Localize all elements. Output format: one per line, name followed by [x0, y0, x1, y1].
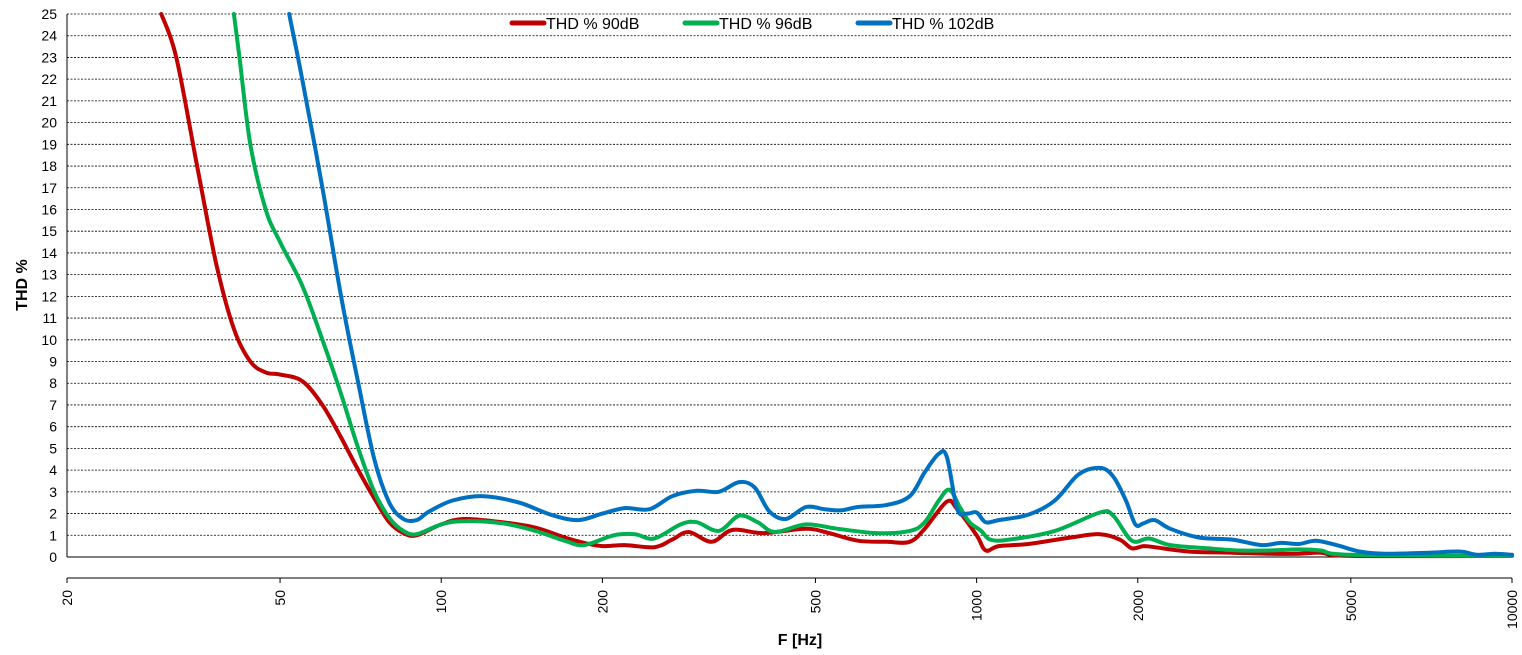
y-tick-label: 14 — [41, 245, 57, 261]
x-tick-label: 50 — [272, 590, 288, 606]
series-line-3 — [287, 12, 1514, 557]
y-tick-label: 9 — [49, 354, 57, 370]
x-tick-label: 500 — [807, 590, 823, 614]
y-tick-label: 24 — [41, 28, 57, 44]
x-tick-label: 20 — [59, 590, 75, 606]
y-tick-label: 8 — [49, 375, 57, 391]
series-line-2 — [231, 12, 1514, 558]
y-tick-label: 15 — [41, 223, 57, 239]
grid-lines — [67, 13, 1512, 536]
x-tick-label: 200 — [594, 590, 610, 614]
y-tick-label: 4 — [49, 462, 57, 478]
y-tick-label: 22 — [41, 71, 57, 87]
x-tick-label: 100 — [433, 590, 449, 614]
legend-label-3: THD % 102dB — [892, 16, 994, 33]
series-lines — [159, 12, 1514, 559]
legend-label-1: THD % 90dB — [546, 16, 639, 33]
x-axis-title: F [Hz] — [778, 632, 822, 649]
y-tick-label: 23 — [41, 49, 57, 65]
y-tick-label: 7 — [49, 397, 57, 413]
y-tick-label: 17 — [41, 180, 57, 196]
y-tick-label: 2 — [49, 506, 57, 522]
y-tick-label: 21 — [41, 93, 57, 109]
y-tick-label: 18 — [41, 158, 57, 174]
y-axis-title: THD % — [14, 259, 31, 311]
series-line-1 — [159, 12, 1514, 559]
y-tick-label: 16 — [41, 201, 57, 217]
y-tick-label: 6 — [49, 419, 57, 435]
x-tick-label: 1000 — [969, 590, 985, 621]
x-tick-label: 10000 — [1504, 590, 1520, 629]
y-tick-label: 25 — [41, 6, 57, 22]
x-tick-label: 5000 — [1343, 590, 1359, 621]
y-tick-label: 19 — [41, 136, 57, 152]
y-tick-label: 10 — [41, 332, 57, 348]
y-tick-label: 5 — [49, 440, 57, 456]
y-tick-label: 1 — [49, 527, 57, 543]
y-tick-label: 12 — [41, 288, 57, 304]
legend-label-2: THD % 96dB — [719, 16, 812, 33]
y-tick-label: 13 — [41, 267, 57, 283]
y-tick-label: 11 — [42, 310, 57, 326]
axes: 0123456789101112131415161718192021222324… — [41, 6, 1520, 629]
y-tick-label: 0 — [49, 549, 57, 565]
x-tick-label: 2000 — [1130, 590, 1146, 621]
y-tick-label: 3 — [49, 484, 57, 500]
legend: THD % 90dB THD % 96dB THD % 102dB — [509, 16, 994, 33]
y-tick-label: 20 — [41, 115, 57, 131]
